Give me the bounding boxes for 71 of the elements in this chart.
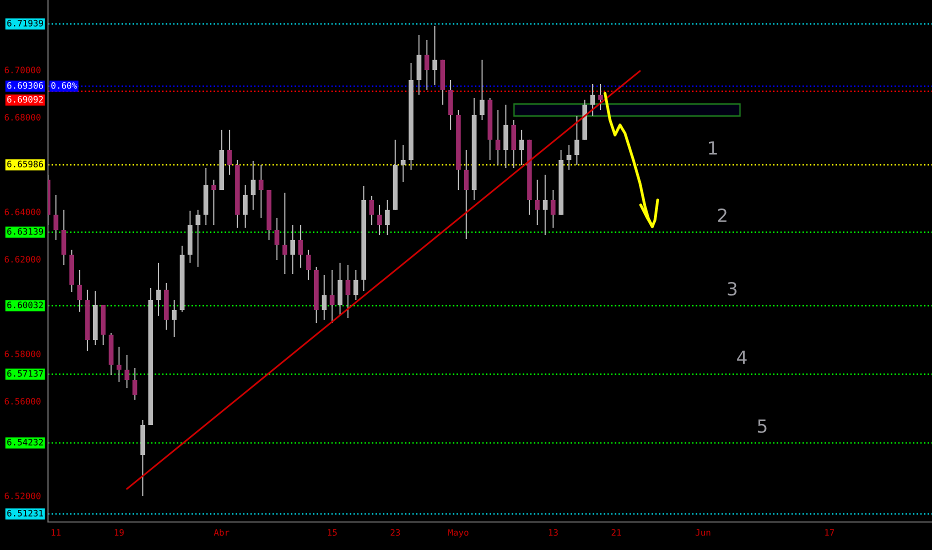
x-tick-label: 19 xyxy=(114,529,124,536)
candlestick xyxy=(258,164,264,218)
candlestick xyxy=(227,129,232,176)
candlestick xyxy=(282,192,288,275)
candlestick xyxy=(116,346,122,382)
ref-line-label: 6.63139 xyxy=(7,228,43,235)
annotation: 4 xyxy=(737,350,747,364)
x-tick-label: 21 xyxy=(612,529,621,536)
candlestick xyxy=(496,109,500,166)
ref-line-label: 6.69092 xyxy=(7,96,43,103)
candlestick xyxy=(566,144,572,170)
candlestick xyxy=(196,209,200,268)
x-tick-label: 11 xyxy=(52,529,61,536)
candlestick xyxy=(250,160,256,210)
candlestick xyxy=(132,367,138,400)
x-tick-label: 17 xyxy=(825,529,834,536)
candlestick xyxy=(211,179,216,226)
candlestick xyxy=(330,269,335,324)
x-tick-label: 13 xyxy=(548,529,558,536)
candlestick xyxy=(377,204,382,236)
y-tick-label: 6.64000 xyxy=(4,208,40,216)
ref-line-label: 6.69306 xyxy=(7,82,44,89)
x-tick-label: 15 xyxy=(328,529,337,536)
y-tick-label: 6.56000 xyxy=(4,398,40,405)
x-tick-label: Jun xyxy=(696,529,710,536)
candlestick xyxy=(172,299,177,338)
annotation: 3 xyxy=(728,282,737,296)
candlestick xyxy=(54,194,58,240)
candlestick xyxy=(550,189,556,228)
ref-line-label: 6.51231 xyxy=(7,510,43,516)
annotation: 5 xyxy=(758,419,766,433)
candlestick xyxy=(369,195,374,226)
annotation: 1 xyxy=(709,141,717,154)
y-tick-label: 6.52000 xyxy=(4,492,40,500)
y-tick-label: 6.68000 xyxy=(4,114,40,121)
candlestick xyxy=(519,129,524,166)
ref-line-label: 6.60032 xyxy=(7,302,43,308)
ref-line-label: 6.65986 xyxy=(7,160,44,168)
candlestick xyxy=(480,59,484,121)
x-tick-label: Mayo xyxy=(448,529,468,538)
y-tick-label: 6.58000 xyxy=(4,350,40,358)
candlestick xyxy=(77,269,82,312)
y-tick-label: 6.62000 xyxy=(4,256,40,263)
candlestick xyxy=(574,115,580,166)
candlestick xyxy=(432,25,438,86)
candlestick xyxy=(353,269,358,301)
ref-line-label: 6.54232 xyxy=(7,438,43,446)
candlestick xyxy=(346,264,350,319)
y-tick-label: 6.70000 xyxy=(4,66,40,74)
candlestick xyxy=(464,149,469,240)
annotation: 2 xyxy=(718,208,726,222)
candlestick xyxy=(424,39,430,90)
candlestick xyxy=(534,179,540,226)
x-tick-label: Abr xyxy=(214,528,230,536)
candlestick xyxy=(298,224,303,268)
candlestick xyxy=(400,144,406,183)
candlestick xyxy=(306,249,311,280)
candlestick xyxy=(242,184,248,228)
candlestick xyxy=(156,262,161,316)
annotation: 0.60% xyxy=(51,82,77,89)
candlestick xyxy=(542,174,548,236)
ref-line-label: 6.71939 xyxy=(7,20,43,26)
candlestick xyxy=(274,217,280,261)
candlestick xyxy=(322,274,327,320)
candlestick xyxy=(290,224,296,275)
ref-line-label: 6.57137 xyxy=(7,370,43,377)
candlestick xyxy=(598,83,603,111)
candlestick xyxy=(385,199,390,236)
x-tick-label: 23 xyxy=(390,529,400,536)
candlestick xyxy=(590,83,595,116)
candlestick xyxy=(124,354,130,389)
